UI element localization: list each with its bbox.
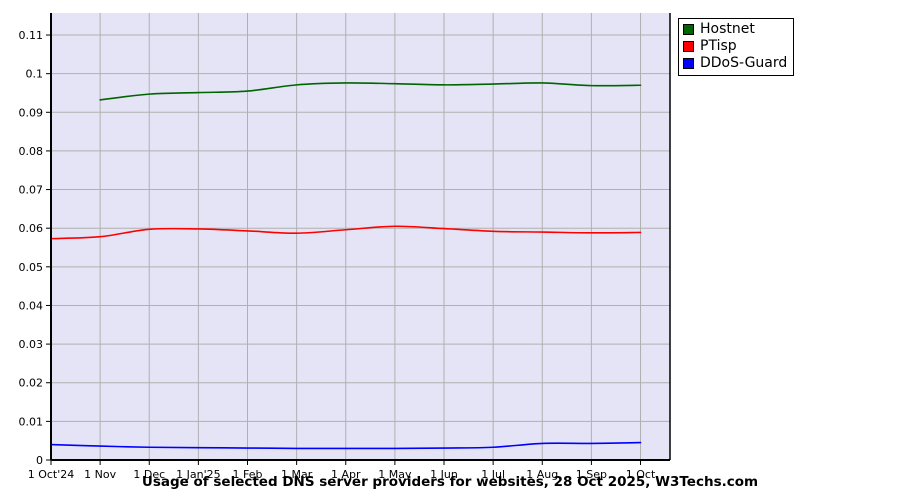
y-tick-label: 0.08 bbox=[19, 145, 44, 158]
x-tick-label: 1 Jan'25 bbox=[176, 468, 220, 481]
y-tick-label: 0.07 bbox=[19, 184, 44, 197]
y-tick-label: 0.09 bbox=[19, 106, 44, 119]
legend-item-label: DDoS-Guard bbox=[700, 55, 788, 71]
y-tick-label: 0.01 bbox=[19, 415, 44, 428]
chart-caption: Usage of selected DNS server providers f… bbox=[141, 474, 759, 490]
legend-item-label: PTisp bbox=[700, 38, 737, 54]
legend-swatch-icon bbox=[683, 24, 694, 35]
y-tick-label: 0.02 bbox=[19, 377, 44, 390]
x-tick-label: 1 Oct bbox=[626, 468, 656, 481]
x-tick-label: 1 Mar bbox=[281, 468, 313, 481]
x-tick-label: 1 Jun bbox=[430, 468, 458, 481]
y-tick-label: 0.11 bbox=[19, 29, 44, 42]
series-line-ptisp bbox=[50, 225, 642, 240]
legend-item-label: Hostnet bbox=[700, 21, 755, 37]
legend-swatch-icon bbox=[683, 41, 694, 52]
y-tick-label: 0.06 bbox=[19, 222, 44, 235]
y-tick-label: 0.1 bbox=[26, 68, 44, 81]
series-line-ddos-guard bbox=[50, 441, 642, 450]
x-tick-label: 1 Feb bbox=[233, 468, 263, 481]
series-line-hostnet bbox=[99, 82, 642, 101]
x-tick-label: 1 Sep bbox=[576, 468, 607, 481]
legend-item-hostnet: Hostnet bbox=[683, 21, 787, 38]
x-tick-label: 1 Dec bbox=[133, 468, 165, 481]
x-tick-label: 1 Apr bbox=[331, 468, 361, 481]
plot-background bbox=[51, 13, 670, 460]
x-tick-label: 1 May bbox=[378, 468, 412, 481]
x-tick-label: 1 Oct'24 bbox=[28, 468, 75, 481]
y-tick-label: 0.03 bbox=[19, 338, 44, 351]
x-tick-label: 1 Jul bbox=[481, 468, 505, 481]
y-tick-label: 0 bbox=[36, 454, 43, 467]
legend-swatch-icon bbox=[683, 58, 694, 69]
chart-legend: Hostnet PTisp DDoS-Guard bbox=[678, 18, 795, 76]
x-tick-label: 1 Nov bbox=[84, 468, 116, 481]
legend-item-ddos-guard: DDoS-Guard bbox=[683, 55, 787, 72]
y-tick-label: 0.05 bbox=[19, 261, 44, 274]
y-tick-label: 0.04 bbox=[19, 299, 44, 312]
legend-item-ptisp: PTisp bbox=[683, 38, 787, 55]
x-tick-label: 1 Aug bbox=[526, 468, 558, 481]
